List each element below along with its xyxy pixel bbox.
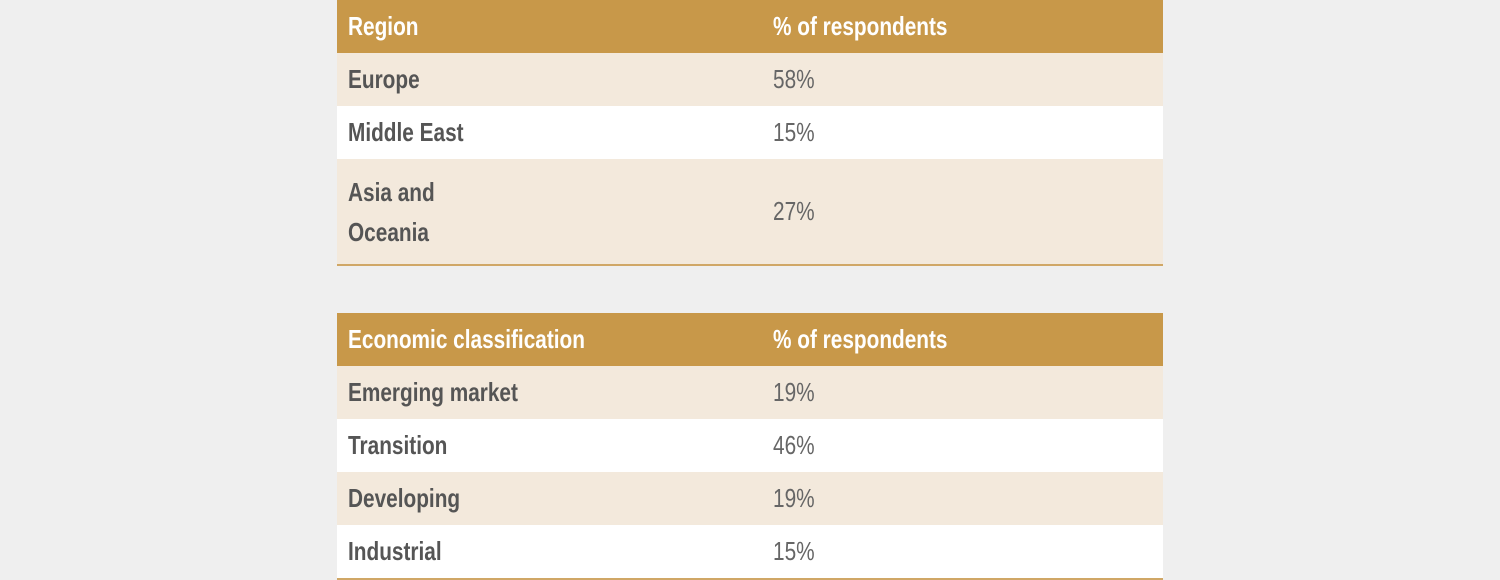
classification-cell: Emerging market [337,366,762,419]
column-header-label: % of respondents [773,324,948,354]
cell-text: 19% [773,483,815,513]
region-cell: Europe [337,53,762,106]
percent-cell: 58% [762,53,1163,106]
economic-classification-table: Economic classification % of respondents… [337,313,1163,580]
column-header-label: Region [348,11,419,41]
cell-text: 19% [773,377,815,407]
column-header-label: % of respondents [773,11,948,41]
percent-cell: 27% [762,159,1163,266]
classification-cell: Developing [337,472,762,525]
table-row: Transition 46% [337,419,1163,472]
cell-text: 15% [773,536,815,566]
cell-text: Middle East [348,117,464,147]
cell-text: Asia and Oceania [348,176,435,247]
region-table: Region % of respondents Europe 58% Middl… [337,0,1163,266]
percent-cell: 15% [762,525,1163,580]
classification-cell: Transition [337,419,762,472]
table-row: Emerging market 19% [337,366,1163,419]
table-row: Industrial 15% [337,525,1163,580]
cell-text: Industrial [348,536,442,566]
cell-text: 58% [773,64,815,94]
table-row: Developing 19% [337,472,1163,525]
cell-text: Developing [348,483,461,513]
classification-cell: Industrial [337,525,762,580]
table-row: Asia and Oceania 27% [337,159,1163,266]
table-row: Middle East 15% [337,106,1163,159]
region-cell: Middle East [337,106,762,159]
cell-text: Emerging market [348,377,518,407]
percent-cell: 19% [762,366,1163,419]
column-header: Region [337,0,762,53]
cell-text: Transition [348,430,448,460]
cell-text: 27% [773,196,815,226]
table-row: Europe 58% [337,53,1163,106]
table-header-row: Region % of respondents [337,0,1163,53]
percent-cell: 15% [762,106,1163,159]
column-header: Economic classification [337,313,762,366]
table-header-row: Economic classification % of respondents [337,313,1163,366]
column-header: % of respondents [762,0,1163,53]
cell-text: 15% [773,117,815,147]
percent-cell: 19% [762,472,1163,525]
percent-cell: 46% [762,419,1163,472]
column-header-label: Economic classification [348,324,585,354]
cell-text: Europe [348,64,420,94]
region-cell: Asia and Oceania [337,159,762,266]
cell-text: 46% [773,430,815,460]
column-header: % of respondents [762,313,1163,366]
